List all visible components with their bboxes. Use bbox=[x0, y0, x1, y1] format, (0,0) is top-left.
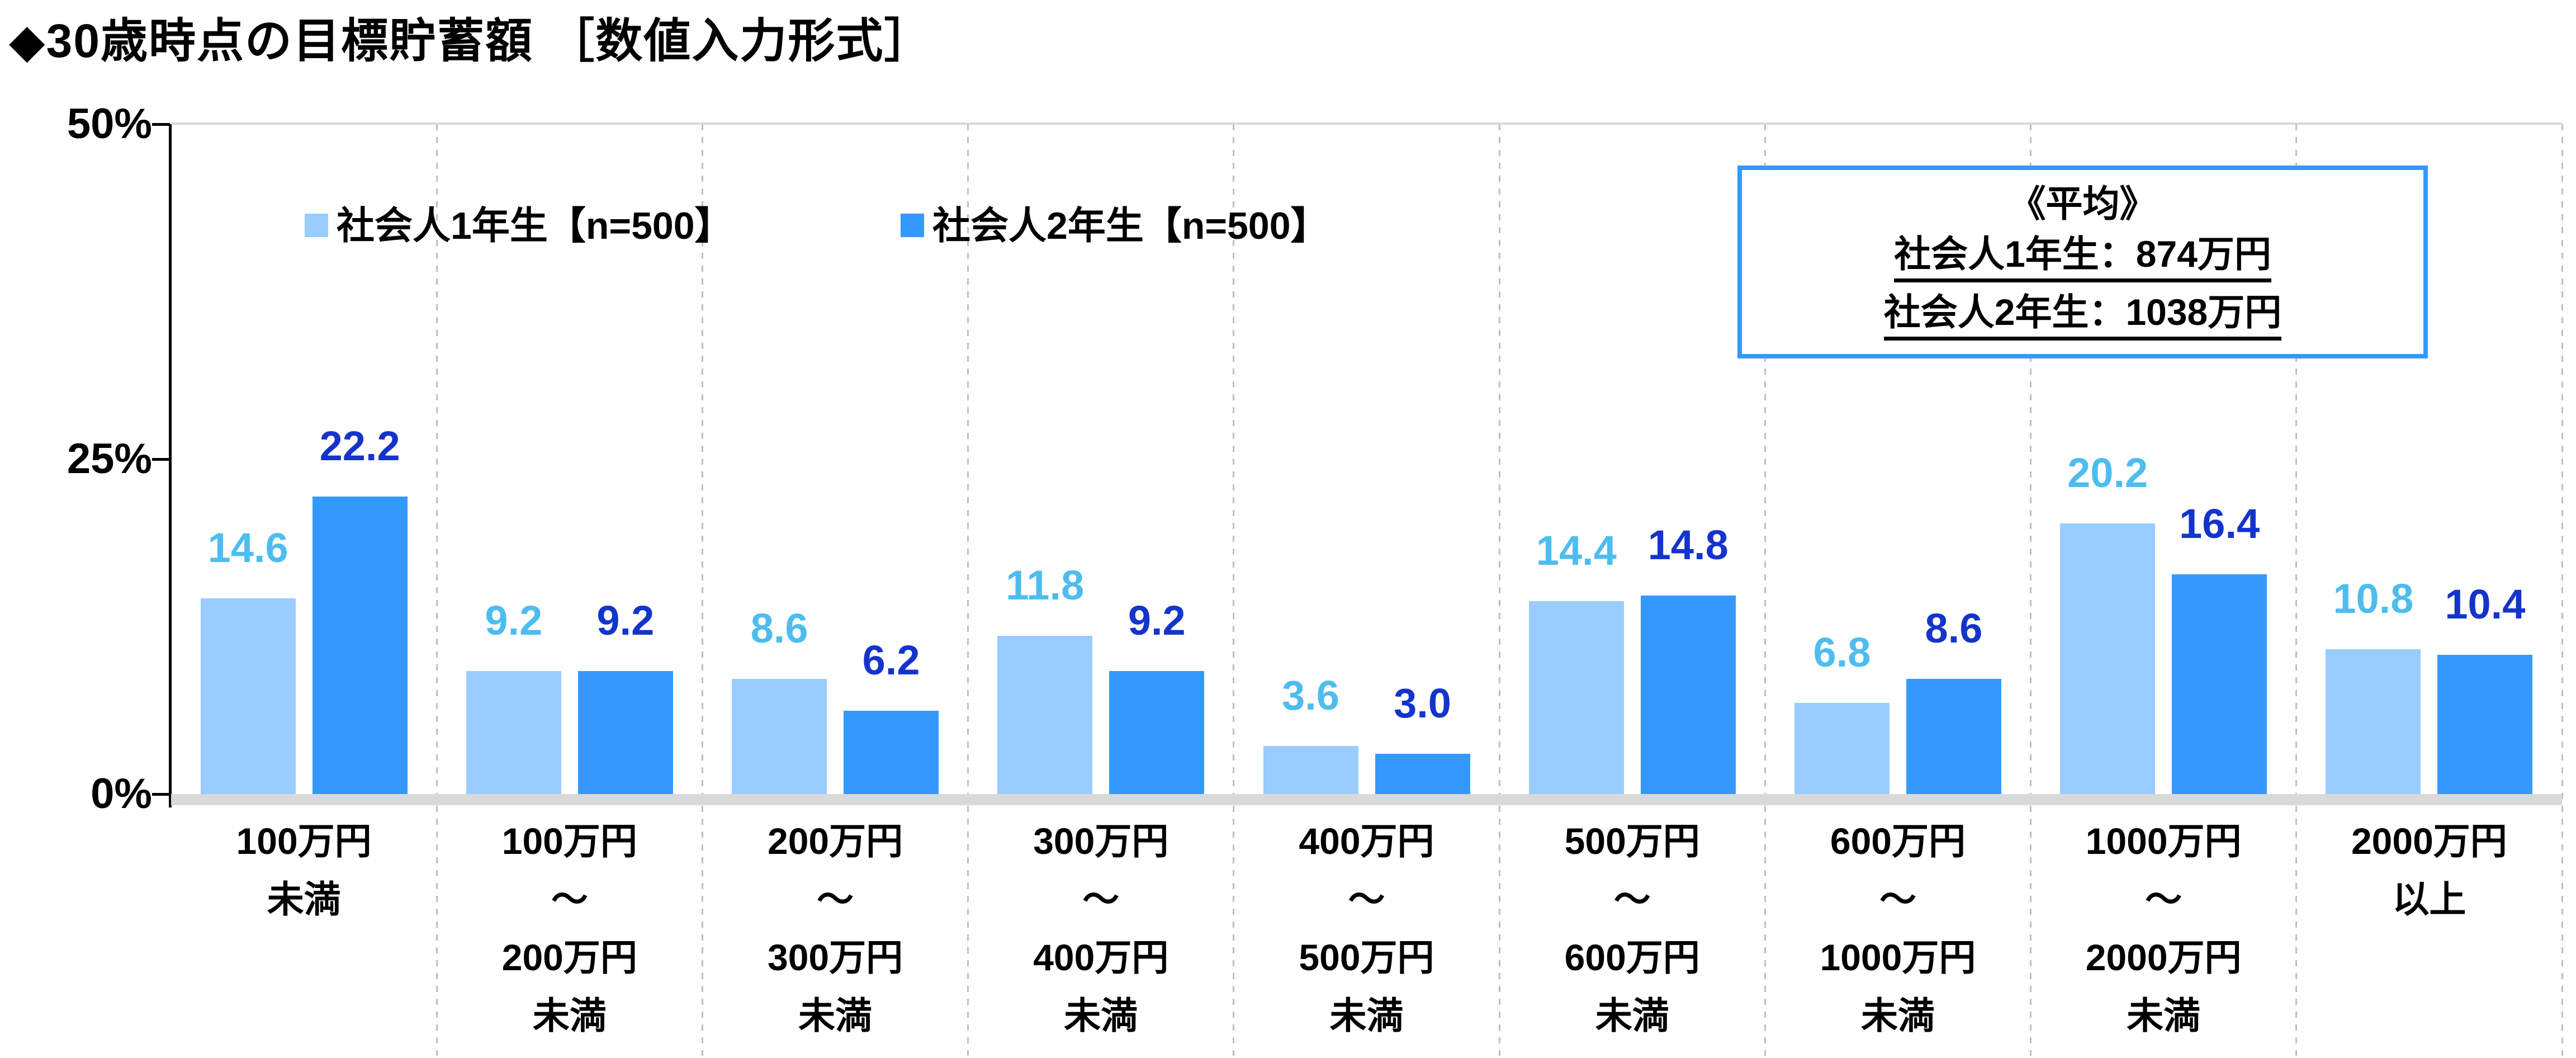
bar-value-label-series1-cat8: 20.2 bbox=[2067, 450, 2148, 496]
bar-value-label-series2-cat9: 10.4 bbox=[2445, 581, 2526, 627]
bar-series2-cat7 bbox=[1906, 679, 2001, 794]
bar-series2-cat3 bbox=[844, 711, 939, 794]
category-separator-line bbox=[2561, 124, 2563, 1056]
bar-series1-cat2 bbox=[466, 671, 561, 794]
y-axis-tick-0 bbox=[152, 793, 170, 796]
legend-item-year2: 社会人2年生【n=500】 bbox=[932, 205, 1329, 247]
bar-series2-cat5 bbox=[1375, 754, 1470, 794]
x-axis-category-label: 600万円 ～ 1000万円 未満 bbox=[1820, 820, 1976, 1036]
x-axis-baseline bbox=[171, 794, 2562, 805]
bar-series2-cat8 bbox=[2172, 574, 2267, 794]
average-line-year1: 社会人1年生：874万円 bbox=[1894, 234, 2271, 282]
bar-value-label-series1-cat4: 11.8 bbox=[1006, 562, 1085, 608]
category-separator-line bbox=[2295, 124, 2298, 1056]
legend-item-year1: 社会人1年生【n=500】 bbox=[337, 205, 733, 247]
bar-series1-cat6 bbox=[1528, 601, 1624, 794]
x-axis-category-label: 100万円 ～ 200万円 未満 bbox=[501, 820, 637, 1036]
bar-series1-cat1 bbox=[200, 598, 296, 794]
bar-series1-cat5 bbox=[1263, 746, 1358, 794]
x-axis-category-label: 1000万円 ～ 2000万円 未満 bbox=[2085, 820, 2242, 1036]
bar-series1-cat8 bbox=[2060, 523, 2156, 794]
category-separator-line bbox=[1498, 124, 1500, 1056]
y-tick-label-50: 50% bbox=[67, 100, 152, 148]
bar-series2-cat9 bbox=[2437, 655, 2533, 794]
bar-series1-cat7 bbox=[1794, 703, 1890, 794]
bar-value-label-series2-cat2: 9.2 bbox=[596, 597, 655, 644]
bar-value-label-series1-cat1: 14.6 bbox=[207, 525, 288, 571]
average-annotation-box: 《平均》 社会人1年生：874万円 社会人2年生：1038万円 bbox=[1737, 166, 2428, 358]
legend-swatch-year2 bbox=[901, 214, 924, 237]
x-axis-category-label: 400万円 ～ 500万円 未満 bbox=[1299, 820, 1434, 1036]
y-tick-label-25: 25% bbox=[67, 435, 152, 483]
bar-value-label-series2-cat4: 9.2 bbox=[1128, 597, 1186, 644]
y-axis-tick-25 bbox=[152, 458, 170, 461]
bar-value-label-series1-cat2: 9.2 bbox=[485, 597, 543, 644]
bar-series1-cat4 bbox=[997, 636, 1093, 794]
bar-value-label-series2-cat6: 14.8 bbox=[1647, 522, 1729, 568]
bar-value-label-series1-cat5: 3.6 bbox=[1282, 672, 1339, 719]
bar-series2-cat2 bbox=[577, 671, 673, 794]
y-axis-tick-50 bbox=[152, 123, 170, 126]
bar-value-label-series1-cat9: 10.8 bbox=[2333, 575, 2414, 622]
bar-series2-cat4 bbox=[1109, 671, 1205, 794]
bar-value-label-series2-cat5: 3.0 bbox=[1394, 680, 1451, 726]
x-axis-category-label: 2000万円 以上 bbox=[2351, 820, 2507, 920]
plot-top-border bbox=[171, 122, 2562, 125]
x-axis-category-label: 200万円 ～ 300万円 未満 bbox=[767, 820, 903, 1036]
x-axis-category-label: 500万円 ～ 600万円 未満 bbox=[1564, 820, 1700, 1036]
bar-value-label-series2-cat3: 6.2 bbox=[862, 637, 920, 683]
bar-series2-cat1 bbox=[312, 497, 408, 794]
category-separator-line bbox=[2030, 124, 2032, 1056]
y-axis-line bbox=[169, 124, 172, 807]
bar-value-label-series2-cat8: 16.4 bbox=[2179, 500, 2260, 547]
y-tick-label-0: 0% bbox=[91, 770, 152, 818]
category-separator-line bbox=[967, 124, 969, 1056]
x-axis-category-label: 300万円 ～ 400万円 未満 bbox=[1033, 820, 1169, 1036]
bar-series2-cat6 bbox=[1640, 596, 1736, 794]
bar-series1-cat3 bbox=[732, 679, 827, 794]
average-line-year2: 社会人2年生：1038万円 bbox=[1883, 292, 2282, 341]
bar-value-label-series2-cat7: 8.6 bbox=[1925, 605, 1983, 651]
category-separator-line bbox=[701, 124, 703, 1056]
bar-series1-cat9 bbox=[2326, 649, 2421, 794]
average-heading: 《平均》 bbox=[2009, 182, 2157, 224]
bar-value-label-series2-cat1: 22.2 bbox=[319, 423, 400, 469]
legend-swatch-year1 bbox=[305, 214, 328, 237]
category-separator-line bbox=[1764, 124, 1766, 1056]
bar-value-label-series1-cat7: 6.8 bbox=[1813, 629, 1871, 676]
bar-value-label-series1-cat6: 14.4 bbox=[1536, 527, 1617, 574]
category-separator-line bbox=[435, 124, 438, 1056]
category-separator-line bbox=[1233, 124, 1235, 1056]
x-axis-category-label: 100万円 未満 bbox=[236, 820, 372, 920]
chart-title: ◆30歳時点の目標貯蓄額 ［数値入力形式］ bbox=[9, 15, 932, 67]
bar-value-label-series1-cat3: 8.6 bbox=[750, 605, 808, 651]
